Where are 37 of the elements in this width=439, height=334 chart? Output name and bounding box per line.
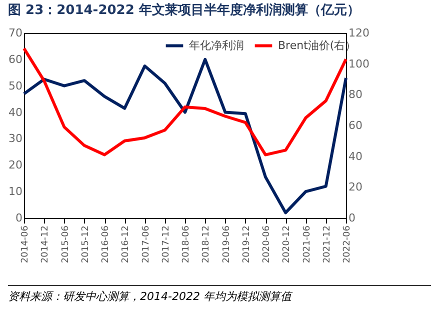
x-tick-label: 2017-06	[141, 225, 152, 264]
x-tick-label: 2014-06	[20, 225, 30, 264]
x-tick-label: 2018-06	[182, 225, 192, 264]
x-tick-label: 2016-06	[101, 225, 111, 264]
y2-tick-label: 0	[348, 212, 356, 224]
y-tick-label: 60	[8, 52, 22, 66]
text: 资料来源：研发中心测算，2014-2022 年均为模拟测算值	[8, 285, 431, 304]
x-tick-label: 2020-06	[262, 225, 272, 264]
x-tick-label: 2022-06	[342, 225, 352, 264]
x-tick-label: 2021-12	[322, 226, 332, 264]
y-tick-label: 50	[8, 79, 22, 92]
x-tick-label: 2019-06	[222, 225, 232, 264]
x-tick-label: 2018-12	[202, 226, 212, 264]
y-tick-label: 20	[8, 158, 22, 172]
y-tick-label: 10	[8, 185, 22, 198]
y2-tick-label: 20	[348, 180, 362, 194]
x-tick-label: 2015-12	[80, 226, 91, 264]
x-tick-label: 2017-12	[161, 226, 172, 264]
y-tick-label: 30	[8, 132, 22, 146]
y-tick-label: 70	[8, 26, 22, 40]
legend-label: 年化净利润	[189, 38, 244, 52]
x-tick-label: 2015-06	[60, 225, 71, 264]
y2-tick-label: 80	[348, 88, 362, 102]
x-tick-label: 2020-12	[282, 226, 292, 264]
x-tick-label: 2016-12	[121, 226, 132, 264]
y-tick-label: 0	[16, 212, 22, 224]
x-tick-label: 2021-06	[302, 225, 312, 264]
chart-title: 图 23：2014-2022 年文莱项目半年度净利润测算（亿元）	[8, 2, 360, 18]
legend-label: Brent油价(右）	[278, 38, 356, 52]
line-series	[22, 58, 348, 214]
y2-tick-label: 100	[348, 57, 370, 70]
y-tick-label: 40	[8, 106, 22, 119]
x-tick-label: 2014-12	[40, 226, 51, 264]
y2-tick-label: 40	[348, 150, 362, 163]
y2-tick-label: 120	[348, 26, 370, 40]
x-tick-label: 2019-12	[242, 226, 252, 264]
y2-tick-label: 60	[348, 119, 362, 132]
